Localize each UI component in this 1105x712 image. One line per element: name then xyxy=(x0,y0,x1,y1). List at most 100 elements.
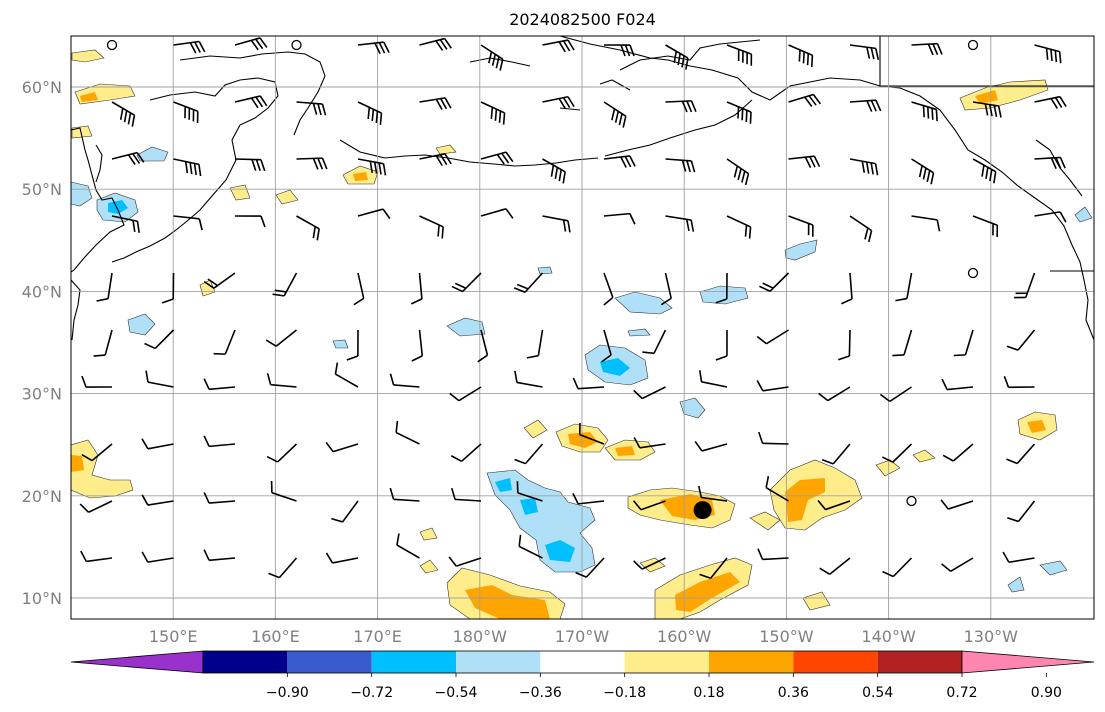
wind-barb xyxy=(603,44,635,57)
wind-barb xyxy=(516,481,543,502)
colorbar-extend-low xyxy=(70,650,204,674)
latitude-label: 50°N xyxy=(22,180,62,199)
longitude-label: 150°W xyxy=(759,627,814,646)
wind-barb xyxy=(334,362,359,388)
wind-barb xyxy=(603,101,627,128)
location-marker xyxy=(693,501,712,520)
wind-barb xyxy=(906,495,917,507)
wind-barb xyxy=(972,101,1002,118)
positive-anomaly-core xyxy=(465,585,550,619)
wind-barb xyxy=(821,443,851,465)
longitude-label: 160°E xyxy=(251,627,300,646)
colorbar-tick-label: 0.18 xyxy=(693,685,724,701)
colorbar-tick-label: 0.36 xyxy=(778,685,809,701)
wind-barb xyxy=(572,493,605,505)
negative-anomaly-region xyxy=(71,181,93,207)
wind-barb xyxy=(665,158,696,173)
negative-anomaly-region xyxy=(699,285,749,305)
wind-barb xyxy=(698,370,728,388)
positive-anomaly-core xyxy=(675,572,740,612)
wind-barb xyxy=(270,480,297,502)
wind-barb xyxy=(451,272,482,293)
latitude-labels: 60°N 50°N 40°N 30°N 20°N 10°N xyxy=(22,78,62,608)
colorbar-tick-label: 0.54 xyxy=(862,685,893,701)
wind-barb xyxy=(144,329,175,350)
wind-barb xyxy=(79,500,113,513)
wind-barb xyxy=(357,158,387,176)
wind-barb xyxy=(81,443,113,462)
wind-barb xyxy=(788,93,822,107)
map-panel xyxy=(71,36,1094,619)
colorbar-bin xyxy=(624,651,709,673)
negative-anomaly-core xyxy=(495,478,575,562)
wind-barb xyxy=(291,39,302,51)
positive-anomaly-core xyxy=(568,432,598,448)
wind-barb xyxy=(1034,156,1066,170)
wind-barb xyxy=(296,157,328,170)
wind-barb xyxy=(265,329,297,347)
wind-barb xyxy=(450,487,482,502)
wind-barb xyxy=(759,272,790,292)
positive-anomaly-region xyxy=(71,49,105,63)
wind-barb xyxy=(395,420,420,445)
wind-barb xyxy=(788,215,814,237)
wind-barb xyxy=(879,386,912,403)
wind-barb xyxy=(325,552,359,564)
wind-barb xyxy=(389,373,420,388)
wind-barb xyxy=(572,377,605,390)
wind-barb xyxy=(967,39,979,51)
wind-barb xyxy=(849,158,879,176)
wind-barb xyxy=(272,272,298,297)
latitude-label: 20°N xyxy=(22,487,62,506)
wind-barb xyxy=(111,101,136,127)
positive-anomaly-region xyxy=(875,459,901,477)
wind-barb xyxy=(448,556,482,567)
coastline-kuril xyxy=(111,237,166,263)
colorbar-tick-label: 0.90 xyxy=(1031,685,1062,701)
wind-barb xyxy=(389,487,420,502)
wind-barb xyxy=(203,378,236,391)
negative-anomaly-region xyxy=(1007,576,1025,593)
colorbar-bin xyxy=(793,651,878,673)
coastline-kamchatka xyxy=(149,77,279,239)
wind-barb xyxy=(477,329,489,363)
negative-anomaly-region xyxy=(446,317,486,337)
wind-barb xyxy=(601,329,612,363)
wind-barb xyxy=(111,215,140,233)
wind-barb xyxy=(578,422,605,445)
negative-anomaly-region xyxy=(679,397,706,419)
latitude-label: 60°N xyxy=(22,78,62,97)
wind-barb xyxy=(514,370,543,388)
wind-barb xyxy=(357,101,383,125)
wind-barb xyxy=(633,437,666,449)
wind-barb xyxy=(1006,443,1036,465)
colorbar-tick-label: −0.18 xyxy=(603,685,646,701)
wind-barb xyxy=(953,329,974,357)
wind-barb xyxy=(972,158,997,184)
wind-barb xyxy=(603,272,614,306)
positive-anomaly-region xyxy=(802,591,831,611)
wind-barb xyxy=(234,158,266,172)
wind-barb xyxy=(698,485,728,502)
wind-barb xyxy=(419,37,452,51)
colorbar: −0.90 −0.72 −0.54 −0.36 −0.18 0.18 0.36 0.54 0.7… xyxy=(70,650,1095,701)
wind-barb xyxy=(788,155,821,169)
wind-barb xyxy=(1034,44,1062,64)
positive-anomaly-region xyxy=(435,144,457,155)
wind-barb xyxy=(410,272,423,305)
wind-barb xyxy=(331,500,359,523)
wind-barb xyxy=(633,557,666,570)
colorbar-bin xyxy=(371,651,456,673)
wind-barb xyxy=(882,557,913,578)
wind-barb xyxy=(353,272,365,306)
wind-barb xyxy=(665,44,689,70)
wind-barb xyxy=(542,39,575,53)
colorbar-bin xyxy=(456,651,541,673)
coastline-japan xyxy=(71,279,81,341)
wind-barb xyxy=(1006,329,1036,351)
map-title: 2024082500 F024 xyxy=(509,10,656,29)
colorbar-bin xyxy=(203,651,288,673)
wind-barb-layer xyxy=(79,37,1067,579)
wind-barb xyxy=(633,386,666,400)
